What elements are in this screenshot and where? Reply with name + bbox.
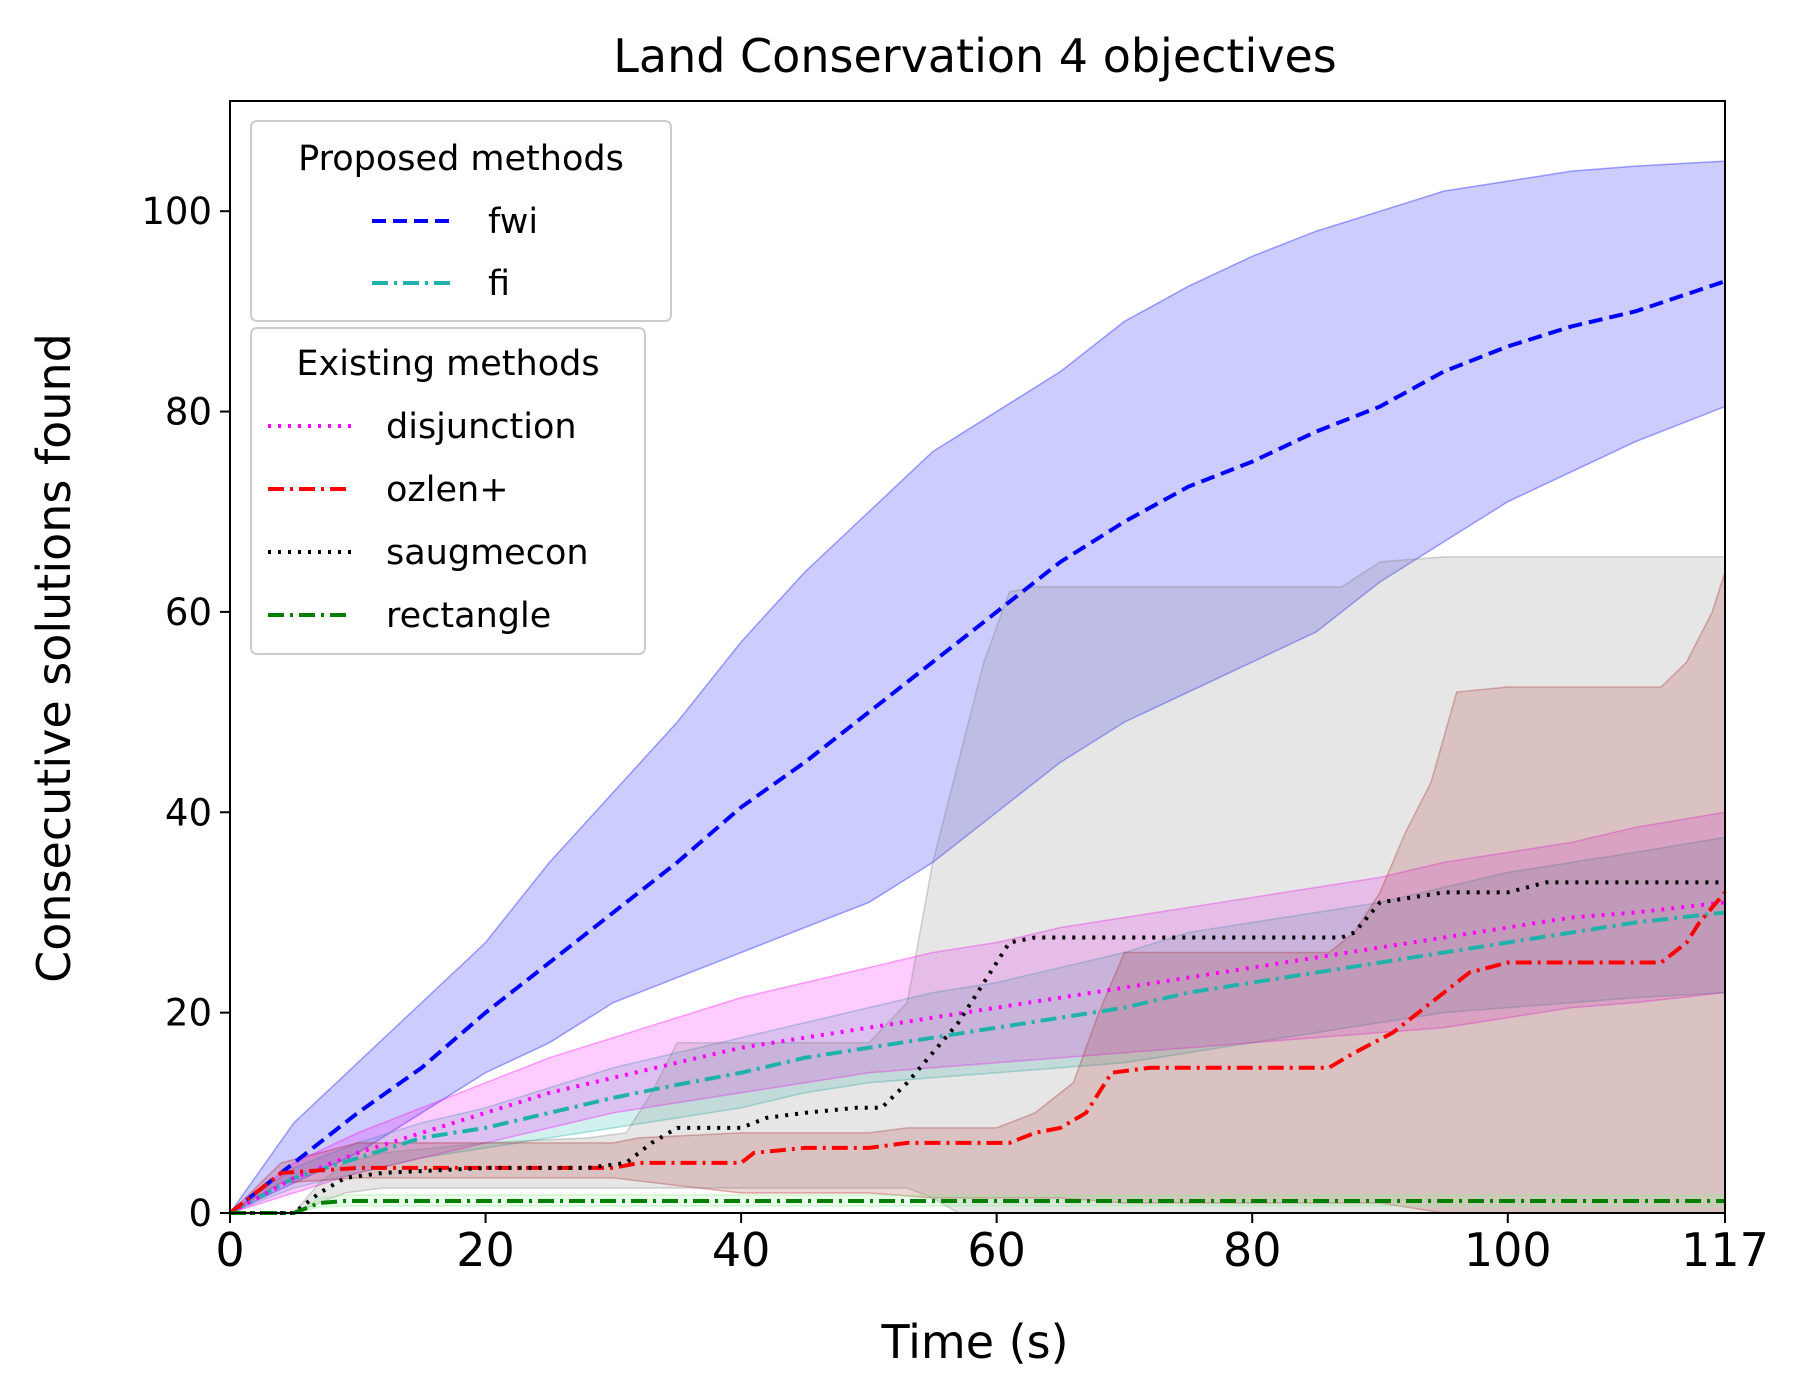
series-line-ozlen bbox=[228, 891, 1727, 1215]
series-line-saugmecon bbox=[230, 880, 1725, 1215]
y-tick-label: 40 bbox=[165, 791, 212, 834]
y-axis: 0 20 40 60 80 100 bbox=[141, 190, 230, 1235]
legend-existing: Existing methods disjunction ozlen+ saug… bbox=[250, 327, 646, 655]
band-saugmecon bbox=[230, 556, 1726, 1214]
band-ozlen bbox=[229, 571, 1726, 1214]
series-line-disjunction bbox=[229, 900, 1726, 1215]
x-tick-label: 40 bbox=[712, 1223, 771, 1277]
legend-label-saugmecon: saugmecon bbox=[386, 533, 589, 573]
y-tick-label: 60 bbox=[165, 591, 212, 634]
x-axis-label: Time (s) bbox=[880, 1315, 1068, 1369]
confidence-bands bbox=[227, 160, 1726, 1215]
x-tick-label: 0 bbox=[215, 1223, 244, 1277]
x-tick-label: 100 bbox=[1464, 1223, 1552, 1277]
y-tick-label: 80 bbox=[165, 391, 212, 434]
legend-label-rectangle: rectangle bbox=[386, 596, 551, 636]
x-axis: 0 20 40 60 80 100 117 bbox=[215, 1213, 1769, 1277]
legend-existing-title: Existing methods bbox=[296, 344, 599, 384]
legend-label-ozlen: ozlen+ bbox=[386, 470, 509, 510]
plot-frame bbox=[229, 100, 1726, 1214]
legend-proposed-box bbox=[250, 120, 672, 322]
series-line-fi bbox=[229, 910, 1726, 1215]
y-tick-label: 100 bbox=[141, 190, 212, 233]
y-axis-label: Consecutive solutions found bbox=[27, 333, 81, 983]
y-tick-label: 0 bbox=[188, 1192, 212, 1235]
x-tick-label: 80 bbox=[1223, 1223, 1282, 1277]
series-line-fwi bbox=[228, 279, 1726, 1215]
legend-proposed: Proposed methods fwi fi bbox=[250, 120, 672, 322]
y-tick-label: 20 bbox=[165, 992, 212, 1035]
legend-existing-box bbox=[250, 327, 646, 655]
legend-label-disjunction: disjunction bbox=[386, 407, 577, 447]
x-tick-label: 60 bbox=[967, 1223, 1026, 1277]
legend-proposed-title: Proposed methods bbox=[298, 139, 624, 179]
legend-label-fwi: fwi bbox=[488, 202, 538, 242]
x-tick-label: 117 bbox=[1681, 1223, 1769, 1277]
x-tick-label: 20 bbox=[456, 1223, 515, 1277]
chart-title: Land Conservation 4 objectives bbox=[613, 29, 1336, 83]
legend-label-fi: fi bbox=[488, 264, 510, 304]
